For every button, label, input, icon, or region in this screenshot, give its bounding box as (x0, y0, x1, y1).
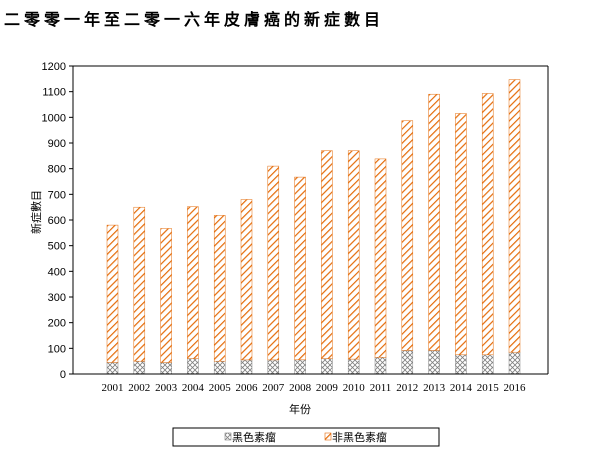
bar-nonmelanoma-2007 (267, 165, 280, 361)
bar-nonmelanoma-2006 (240, 199, 253, 361)
bar-melanoma-2010 (347, 358, 360, 375)
x-tick-label: 2001 (102, 382, 124, 394)
bar-nonmelanoma-2014 (455, 113, 467, 356)
legend-label-melanoma: 黑色素瘤 (232, 430, 276, 444)
x-tick-label: 2009 (316, 382, 339, 394)
y-tick-label: 900 (48, 138, 66, 150)
bar-nonmelanoma-2010 (347, 150, 360, 360)
y-tick-label: 1000 (42, 112, 66, 124)
bar-nonmelanoma-2003 (160, 228, 172, 363)
x-tick-label: 2006 (236, 382, 259, 394)
y-tick-label: 500 (48, 241, 66, 253)
bar-melanoma-2013 (428, 350, 440, 375)
bar-melanoma-2004 (187, 358, 199, 375)
legend: 黑色素瘤 非黑色素瘤 (172, 427, 440, 447)
y-tick-label: 400 (48, 266, 66, 278)
x-tick-label: 2007 (262, 382, 285, 394)
bar-melanoma-2006 (240, 359, 253, 375)
bar-melanoma-2011 (374, 357, 387, 375)
legend-swatch-nonmelanoma (324, 432, 332, 441)
y-tick-label: 600 (48, 215, 66, 227)
x-tick-label: 2005 (209, 382, 232, 394)
bar-melanoma-2012 (401, 350, 414, 375)
y-tick-label: 300 (48, 292, 66, 304)
x-tick-label: 2002 (128, 382, 150, 394)
bar-nonmelanoma-2011 (374, 158, 387, 358)
bar-nonmelanoma-2013 (428, 93, 440, 351)
bar-melanoma-2005 (213, 360, 226, 375)
bar-melanoma-2001 (106, 362, 119, 375)
bar-melanoma-2016 (508, 351, 521, 375)
bar-melanoma-2008 (294, 359, 306, 375)
y-tick-label: 700 (48, 189, 66, 201)
bar-melanoma-2007 (267, 359, 280, 375)
x-tick-label: 2015 (477, 382, 500, 394)
y-tick-label: 800 (48, 164, 66, 176)
x-tick-label: 2008 (289, 382, 312, 394)
legend-label-nonmelanoma: 非黑色素瘤 (332, 430, 387, 444)
y-tick-label: 1200 (42, 61, 66, 73)
bar-melanoma-2003 (160, 362, 172, 375)
bar-nonmelanoma-2012 (401, 120, 414, 351)
legend-box (172, 427, 440, 447)
x-tick-label: 2012 (396, 382, 418, 394)
bar-nonmelanoma-2008 (294, 176, 306, 361)
bar-melanoma-2014 (455, 354, 467, 375)
bar-melanoma-2009 (321, 358, 333, 375)
x-tick-label: 2003 (155, 382, 178, 394)
legend-swatch-melanoma (224, 432, 232, 441)
x-tick-label: 2011 (370, 382, 392, 394)
x-tick-label: 2016 (504, 382, 527, 394)
bar-nonmelanoma-2001 (106, 224, 119, 363)
y-tick-label: 0 (60, 369, 66, 381)
x-tick-label: 2014 (450, 382, 473, 394)
bar-nonmelanoma-2016 (508, 79, 521, 353)
chart-title: 二零零一年至二零一六年皮膚癌的新症數目 (4, 10, 385, 29)
bar-nonmelanoma-2015 (481, 93, 494, 356)
x-tick-label: 2010 (343, 382, 366, 394)
x-tick-label: 2004 (182, 382, 205, 394)
bar-melanoma-2002 (133, 360, 146, 375)
x-tick-label: 2013 (423, 382, 446, 394)
y-tick-label: 1100 (42, 87, 66, 99)
x-axis-title: 年份 (289, 402, 311, 416)
bar-melanoma-2015 (481, 354, 494, 375)
bar-nonmelanoma-2002 (133, 206, 146, 362)
y-tick-label: 100 (48, 343, 66, 355)
bar-nonmelanoma-2004 (187, 206, 199, 359)
y-axis-title: 新症數目 (29, 190, 43, 234)
bar-nonmelanoma-2009 (321, 150, 333, 359)
y-tick-label: 200 (48, 318, 66, 330)
bar-nonmelanoma-2005 (213, 215, 226, 362)
